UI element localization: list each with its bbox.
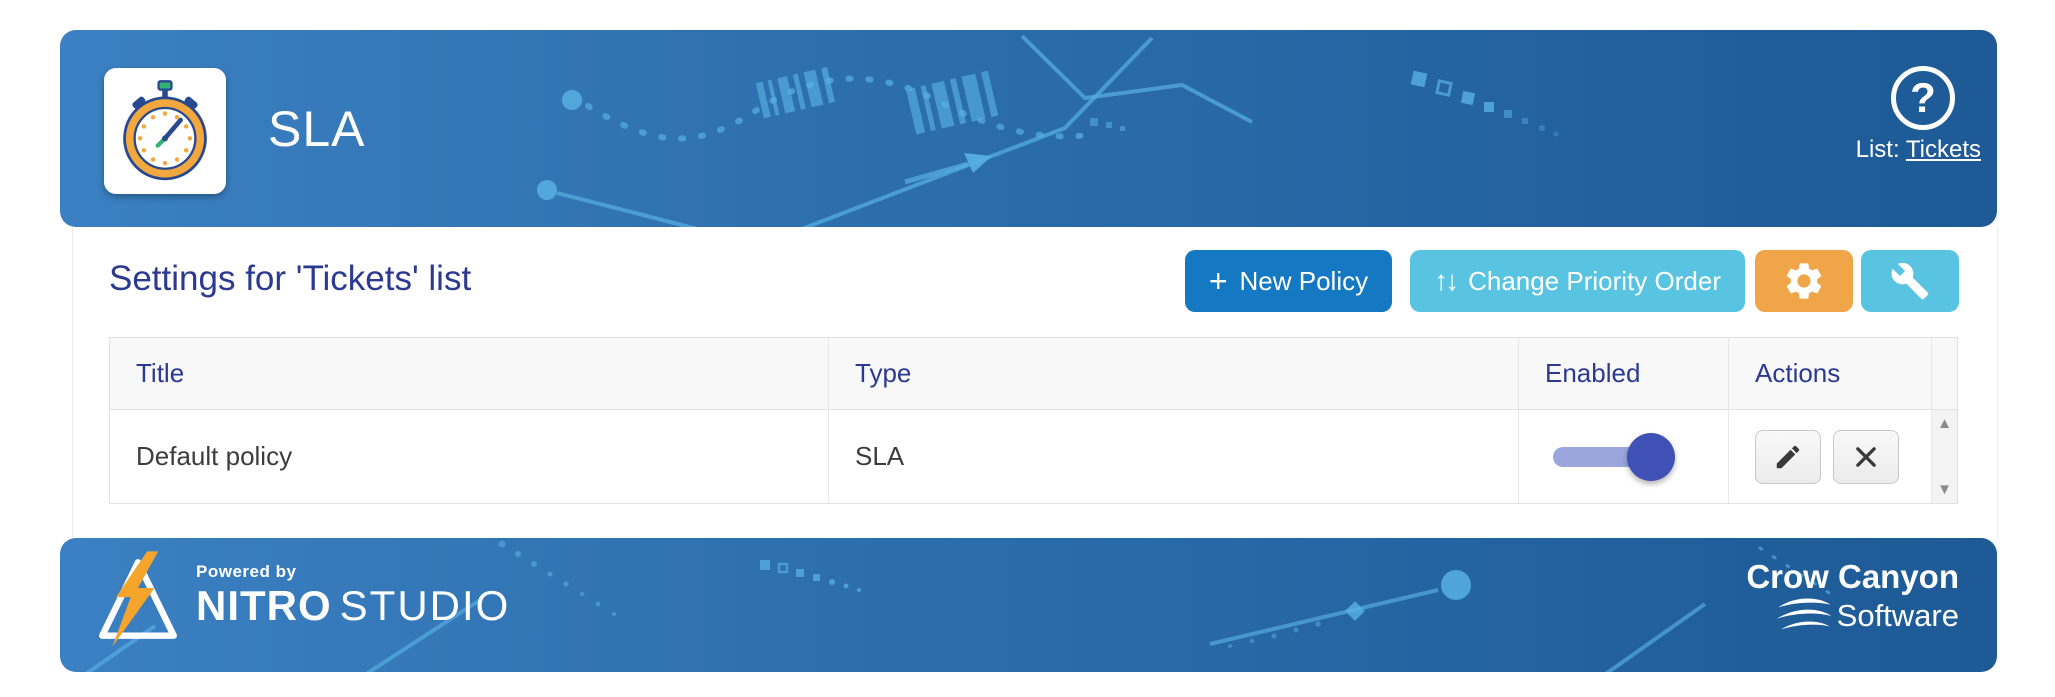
powered-by-label: Powered by	[196, 562, 297, 581]
tickets-list-link[interactable]: Tickets	[1905, 136, 1981, 163]
change-priority-label: Change Priority Order	[1468, 265, 1721, 296]
column-header-type: Type	[829, 338, 1519, 409]
cell-policy-title: Default policy	[110, 410, 829, 503]
table-scrollbar[interactable]: ▲ ▼	[1932, 410, 1957, 503]
help-area: ? List: Tickets	[1856, 66, 1981, 164]
column-header-enabled: Enabled	[1519, 338, 1729, 409]
help-icon[interactable]: ?	[1891, 66, 1955, 130]
toggle-knob	[1627, 432, 1675, 481]
scroll-down-button[interactable]: ▼	[1937, 481, 1952, 498]
column-header-title: Title	[110, 338, 829, 409]
change-priority-order-button[interactable]: ↑↓ Change Priority Order	[1410, 250, 1745, 312]
footer-circuit-decoration	[85, 540, 1842, 672]
nitro-label: NITRO	[196, 582, 332, 629]
footer-banner: Powered by NITRO STUDIO Crow Canyon Softw…	[60, 538, 1997, 672]
waves-icon	[1776, 598, 1832, 629]
nitro-studio-logo: Powered by NITRO STUDIO	[94, 550, 510, 648]
cell-enabled	[1519, 410, 1729, 503]
list-indicator: List: Tickets	[1856, 136, 1981, 164]
wrench-icon	[1891, 262, 1929, 300]
crow-canyon-logo: Crow Canyon Software	[1746, 558, 1959, 635]
tools-wrench-button[interactable]	[1861, 250, 1959, 312]
new-policy-label: New Policy	[1239, 265, 1369, 296]
delete-policy-button[interactable]	[1833, 429, 1899, 484]
app-icon-box	[104, 68, 226, 194]
edit-policy-button[interactable]	[1755, 429, 1821, 484]
software-label: Software	[1836, 597, 1959, 633]
scroll-up-button[interactable]: ▲	[1937, 415, 1952, 432]
plus-icon: +	[1208, 263, 1228, 299]
table-row: Default policy SLA	[110, 410, 1957, 503]
nitro-studio-name: NITRO STUDIO	[196, 582, 510, 630]
x-icon	[1856, 446, 1876, 467]
crow-canyon-label: Crow Canyon	[1746, 558, 1959, 595]
cell-actions	[1729, 410, 1932, 503]
up-down-arrows-icon: ↑↓	[1434, 265, 1459, 296]
crow-software-line: Software	[1746, 597, 1959, 635]
new-policy-button[interactable]: + New Policy	[1184, 250, 1393, 312]
page-title: SLA	[268, 100, 366, 157]
table-header-row: Title Type Enabled Actions	[110, 338, 1957, 410]
policies-table: Title Type Enabled Actions Default polic…	[109, 337, 1958, 504]
header-circuit-decoration	[537, 34, 1559, 227]
header-banner: SLA ? List: Tickets	[60, 30, 1997, 227]
list-label: List:	[1855, 136, 1906, 163]
settings-heading: Settings for 'Tickets' list	[109, 259, 472, 298]
toolbar: + New Policy ↑↓ Change Priority Order	[1184, 250, 1959, 312]
question-mark-glyph: ?	[1910, 74, 1936, 121]
pencil-icon	[1776, 445, 1800, 468]
column-header-scroll-spacer	[1932, 338, 1958, 409]
enabled-toggle[interactable]	[1553, 432, 1675, 482]
nitro-bolt-icon	[99, 551, 177, 647]
column-header-actions: Actions	[1729, 338, 1932, 409]
gear-icon	[1786, 263, 1822, 299]
studio-label: STUDIO	[339, 582, 511, 629]
nitro-text: Powered by NITRO STUDIO	[196, 550, 510, 630]
settings-gear-button[interactable]	[1755, 250, 1853, 312]
content-panel: Settings for 'Tickets' list + New Policy…	[72, 227, 1998, 538]
stopwatch-icon	[123, 80, 207, 181]
cell-policy-type: SLA	[829, 410, 1519, 503]
